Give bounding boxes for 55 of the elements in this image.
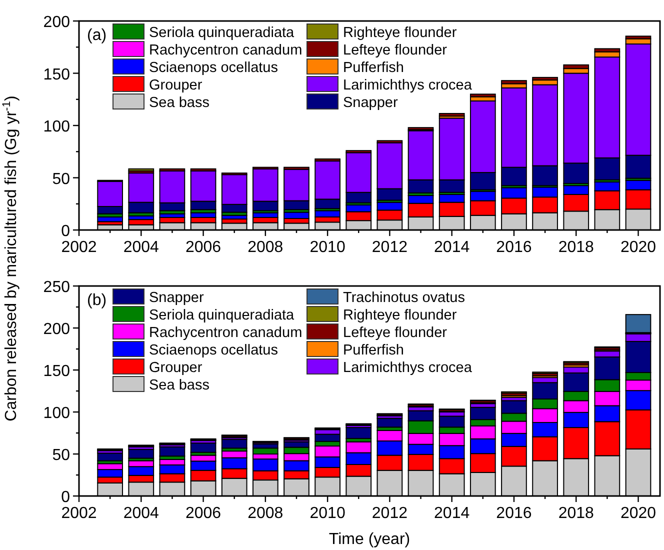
y-tick-label: 150 (43, 363, 70, 380)
legend-label: Seriola quinqueradiata (149, 25, 296, 41)
legend-label: Righteye flounder (343, 25, 457, 41)
chart-title: (a) (87, 27, 107, 44)
y-tick-label: 0 (61, 489, 70, 506)
x-tick-label: 2004 (123, 239, 160, 256)
x-axis-title: Time (year) (328, 531, 410, 548)
y-tick-label: 150 (43, 66, 70, 84)
legend-label: Righteye flounder (343, 308, 457, 324)
x-tick-label: 2002 (61, 239, 97, 256)
legend-label: Snapper (149, 290, 204, 306)
x-tick-label: 2010 (310, 239, 346, 256)
legend-label: Larimichthys crocea (343, 360, 473, 376)
y-tick-label: 200 (43, 14, 70, 31)
y-tick-label: 100 (43, 118, 70, 136)
legend-label: Rachycentron canadum (149, 42, 302, 58)
legend-label: Sea bass (149, 378, 210, 394)
y-tick-label: 200 (43, 321, 70, 338)
x-tick-label: 2016 (496, 505, 532, 522)
y-tick-label: 250 (43, 279, 70, 296)
y-tick-label: 100 (43, 405, 70, 422)
legend-label: Grouper (149, 360, 202, 376)
x-tick-label: 2002 (61, 505, 97, 522)
x-tick-label: 2008 (248, 505, 284, 522)
legend-label: Sciaenops ocellatus (149, 342, 278, 358)
x-tick-label: 2006 (185, 239, 222, 256)
legend-label: Lefteye flounder (343, 42, 448, 58)
legend-label: Pufferfish (343, 60, 404, 76)
legend-label: Sea bass (149, 95, 210, 111)
x-tick-label: 2016 (496, 239, 532, 256)
x-tick-label: 2018 (558, 505, 594, 522)
chart-title: (b) (87, 292, 107, 309)
x-tick-label: 2014 (434, 505, 470, 522)
x-tick-label: 2006 (185, 505, 222, 522)
x-tick-label: 2020 (620, 239, 656, 256)
legend-label: Rachycentron canadum (149, 325, 302, 341)
x-tick-label: 2010 (310, 505, 346, 522)
x-tick-label: 2012 (372, 505, 408, 522)
x-tick-label: 2020 (620, 505, 656, 522)
legend-label: Snapper (343, 95, 398, 111)
x-tick-label: 2008 (248, 239, 284, 256)
y-tick-label: 50 (52, 447, 70, 464)
legend-label: Lefteye flounder (343, 325, 448, 341)
legend-label: Larimichthys crocea (343, 78, 473, 94)
x-tick-label: 2018 (558, 239, 594, 256)
legend-label: Pufferfish (343, 342, 404, 358)
x-tick-label: 2014 (434, 239, 470, 256)
legend-label: Trachinotus ovatus (343, 290, 465, 306)
x-tick-label: 2004 (123, 505, 160, 522)
y-tick-label: 0 (61, 223, 70, 240)
x-tick-label: 2012 (372, 239, 408, 256)
y-tick-label: 50 (52, 170, 70, 188)
legend-label: Grouper (149, 78, 202, 94)
legend-label: Sciaenops ocellatus (149, 60, 278, 76)
legend-label: Seriola quinqueradiata (149, 308, 296, 324)
